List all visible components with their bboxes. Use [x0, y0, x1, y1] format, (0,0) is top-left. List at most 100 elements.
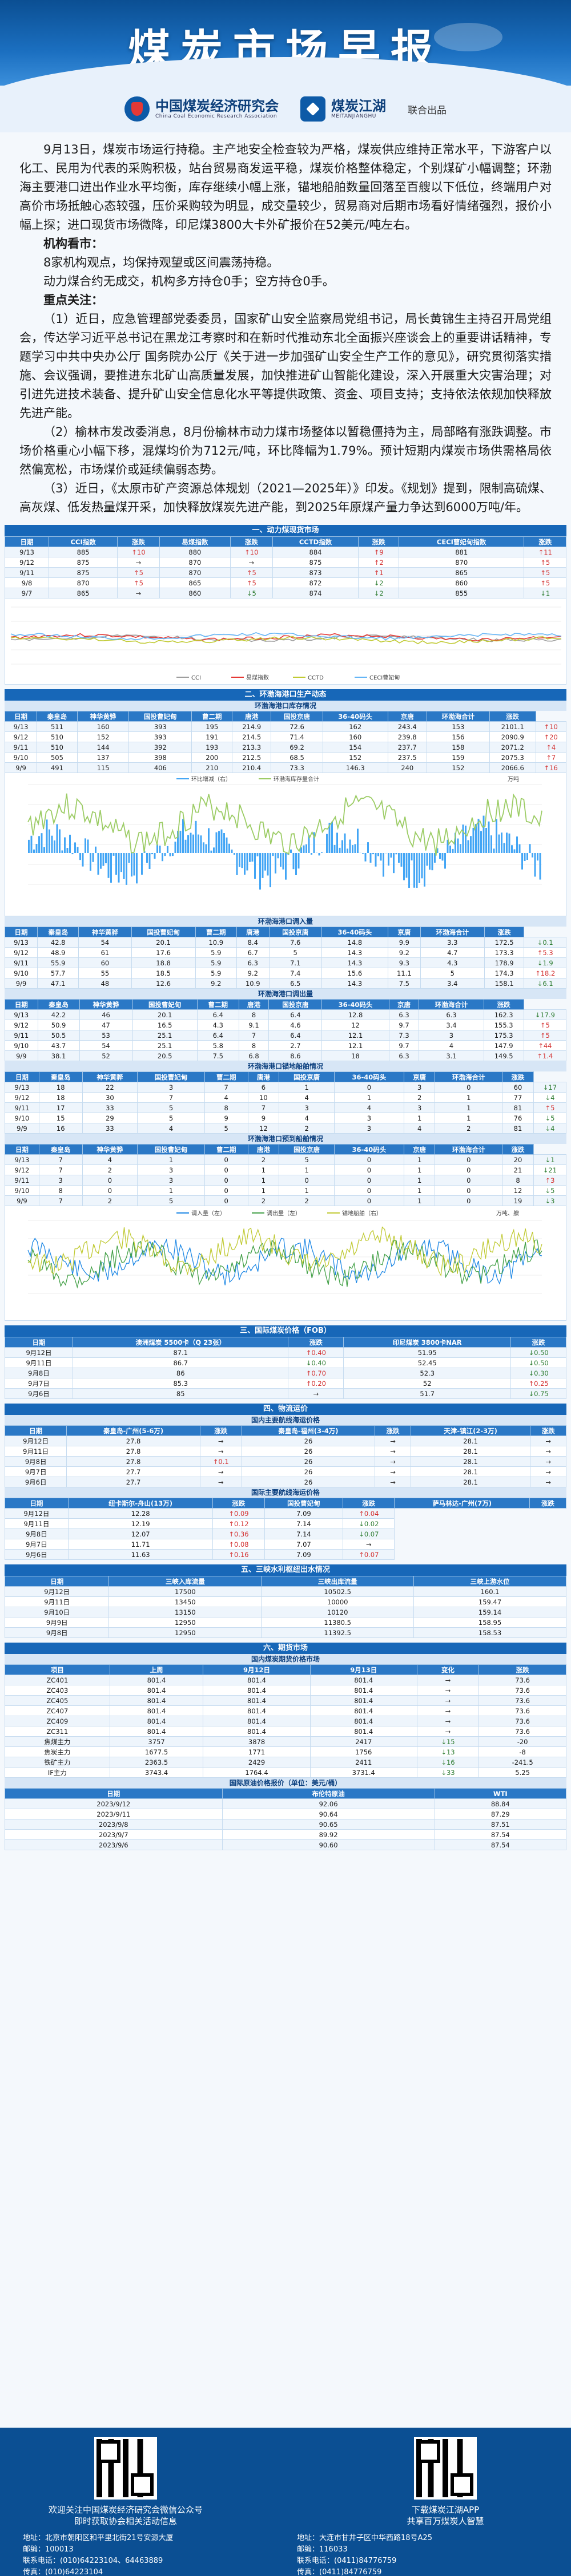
table-cell: 54: [79, 1040, 133, 1051]
app-qr-icon[interactable]: [414, 2437, 477, 2500]
table-cell: 68.5: [271, 752, 323, 763]
column-header: 涨跌: [502, 1071, 534, 1082]
table-cell: 154: [322, 742, 388, 753]
key-focus-heading: 重点关注：: [43, 293, 103, 307]
table-cell: 85: [72, 1388, 289, 1399]
table-cell: 1: [247, 1185, 280, 1196]
table-cell: 9/10: [4, 752, 38, 763]
change-bar: [524, 853, 526, 861]
table-cell: ↑3: [533, 1175, 567, 1186]
intl-price-table: 日期 澳洲煤炭 5500卡（Q 23张） 涨跌 印尼煤炭 3800卡NAR 涨跌 9月12…: [5, 1337, 566, 1399]
table-cell: 9.2: [236, 968, 270, 978]
three-gorges-table: 日期 三峡入库流量 三峡出库流量 三峡上游水位 9月12日 17500 10502.5 160…: [4, 1576, 566, 1638]
table-row: 9/13 511 160 393 195 214.9 72.6 162 243.4 153 2101…: [4, 721, 566, 732]
column-header: 三峡上游水位: [413, 1576, 566, 1587]
table-cell: 8: [238, 1040, 270, 1051]
table-cell: 4: [82, 1154, 138, 1165]
column-header: 涨跌: [230, 536, 273, 547]
change-bar: [41, 833, 43, 853]
table-cell: 801.4: [109, 1685, 204, 1696]
table-cell: 46: [79, 1009, 133, 1020]
table-cell: 393: [128, 721, 192, 732]
table-cell: 2411: [309, 1757, 417, 1768]
table-cell: ↓3: [533, 1195, 567, 1206]
change-bar: [405, 853, 408, 878]
table-cell: 21: [502, 1164, 534, 1175]
table-cell: 9月11日: [5, 1357, 73, 1368]
change-bar: [300, 847, 302, 853]
change-bar: [419, 853, 420, 883]
change-bar: [234, 853, 235, 855]
table-cell: 9月12日: [4, 1586, 110, 1597]
table-cell: 9月8日: [4, 1627, 110, 1638]
table-cell: ↑0.08: [212, 1539, 265, 1550]
table-cell: 0: [279, 1175, 335, 1186]
table-cell: 801.4: [109, 1705, 204, 1716]
table-cell: →: [530, 1477, 566, 1487]
wechat-qr-icon[interactable]: [94, 2437, 157, 2500]
column-header: 日期: [4, 1425, 67, 1436]
change-bar: [413, 853, 415, 888]
change-bar: [411, 853, 413, 861]
table-cell: 焦炭主力: [5, 1746, 110, 1757]
table-cell: 870: [398, 557, 525, 568]
table-cell: 9/9: [4, 978, 38, 989]
table-cell: →: [230, 557, 273, 568]
table-cell: ↓6.1: [524, 978, 566, 989]
table-cell: 801.4: [109, 1695, 204, 1706]
table-cell: 6.3: [419, 1009, 484, 1020]
change-bar: [38, 836, 40, 853]
table-cell: 9/11: [4, 957, 38, 968]
table-cell: 7.4: [268, 968, 322, 978]
table-cell: 12: [321, 1020, 389, 1030]
table-cell: 7: [247, 1102, 280, 1113]
change-bar: [282, 853, 284, 870]
column-header: 神华黄骅: [82, 1071, 138, 1082]
table-cell: ↑0.70: [288, 1368, 344, 1378]
table-cell: 1: [435, 1113, 503, 1123]
change-bar: [431, 853, 433, 871]
change-bar: [203, 842, 204, 853]
table-row: 9月8日 27.8 ↑0.1 26 → 28.1 →: [4, 1456, 566, 1467]
change-bar: [305, 844, 307, 853]
change-bar: [508, 833, 510, 853]
change-bar: [182, 819, 184, 853]
table-cell: 1: [279, 1185, 335, 1196]
column-header: 涨跌: [117, 536, 160, 547]
table-cell: 47.1: [37, 978, 79, 989]
qr-left-caption: 欢迎关注中国煤炭经济研究会微信公众号 即时获取协会相关活动信息: [48, 2505, 203, 2526]
table-row: 9/8 870 ↑5 865 ↑5 872 ↓2 860 ↑5: [4, 577, 566, 588]
table-cell: 210.4: [232, 762, 272, 773]
change-bar: [174, 842, 176, 853]
change-bar: [167, 846, 168, 853]
table-cell: 191: [191, 731, 233, 742]
change-bar: [105, 853, 107, 864]
table-cell: ↑1: [358, 567, 399, 578]
header-banner: 煤炭市场早报: [0, 0, 571, 86]
column-header: 澳洲煤炭 5500卡（Q 23张）: [72, 1337, 289, 1348]
table-cell: 9/12: [4, 947, 38, 958]
column-header: 唐港: [232, 711, 272, 722]
table-cell: ZC405: [5, 1695, 110, 1706]
table-cell: 9月8日: [5, 1368, 73, 1378]
table-cell: 214.5: [232, 731, 272, 742]
table-cell: 7.09: [264, 1549, 344, 1560]
table-cell: ↑5: [523, 1020, 567, 1030]
table-cell: 20.5: [132, 1050, 198, 1061]
table-cell: 87.54: [434, 1839, 567, 1850]
table-cell: 0: [82, 1175, 138, 1186]
column-header: 易煤指数: [159, 536, 231, 547]
table-cell: 5: [137, 1195, 205, 1206]
table-cell: 26: [241, 1446, 376, 1457]
table-cell: 20.1: [132, 1009, 198, 1020]
table-cell: →: [416, 1675, 480, 1685]
table-cell: 210: [191, 762, 233, 773]
table-cell: 48: [78, 978, 132, 989]
table-cell: 26: [241, 1435, 376, 1446]
table-cell: 2023/9/12: [5, 1798, 223, 1809]
table-cell: 1: [403, 1164, 436, 1175]
table-cell: 865: [49, 588, 118, 598]
table-cell: 9/11: [4, 742, 38, 753]
column-header: 国投曹妃甸: [128, 711, 192, 722]
table-cell: 4.3: [196, 1020, 239, 1030]
